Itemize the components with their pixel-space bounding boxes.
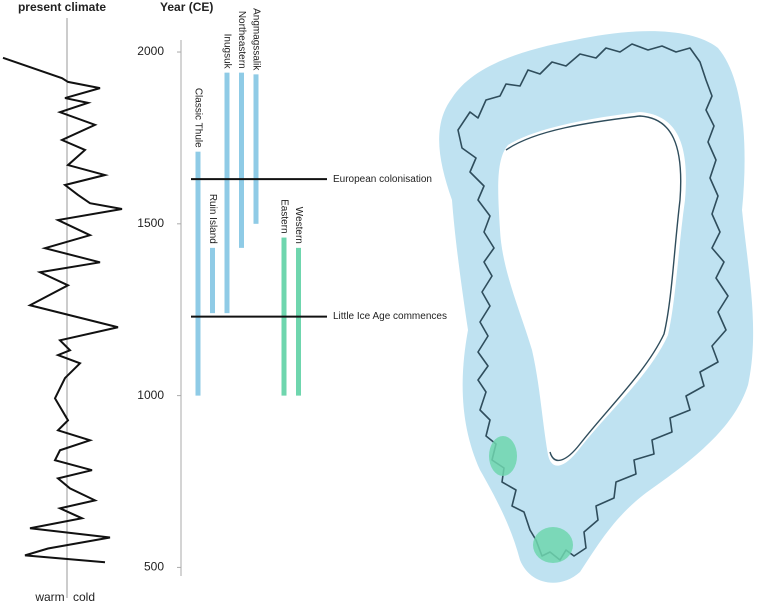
y-tick-label: 2000 [137,44,164,58]
culture-bar [195,151,201,396]
culture-bar [239,72,244,248]
culture-bar [253,74,259,224]
greenland-map [439,31,754,583]
western-settlement-area [533,527,573,563]
ice-edge [505,115,682,462]
culture-bar [224,72,230,314]
warm-label: warm [34,590,64,604]
event-label: European colonisation [333,174,432,185]
culture-label: Angmagssalik [250,8,261,71]
y-tick-label: 1500 [137,216,164,230]
culture-bar [296,247,301,396]
cold-label: cold [73,590,95,604]
climate-curve [2,56,123,564]
y-tick-label: 1000 [137,388,164,402]
culture-label: Classic Thule [192,88,203,148]
culture-label: Ruin Island [207,194,218,244]
coastline [457,43,729,561]
culture-label: Eastern [278,199,289,233]
culture-bar [210,247,215,314]
culture-label: Western [293,207,304,244]
eastern-settlement-area [489,436,517,476]
ice-sheet [498,112,686,466]
culture-label: Northeastern [236,11,247,69]
event-label: Little Ice Age commences [333,311,447,322]
y-axis-title: Year (CE) [160,0,213,14]
culture-label: Inugsuk [221,34,232,70]
climate-title: present climate [18,0,106,14]
y-tick-label: 500 [144,560,164,574]
